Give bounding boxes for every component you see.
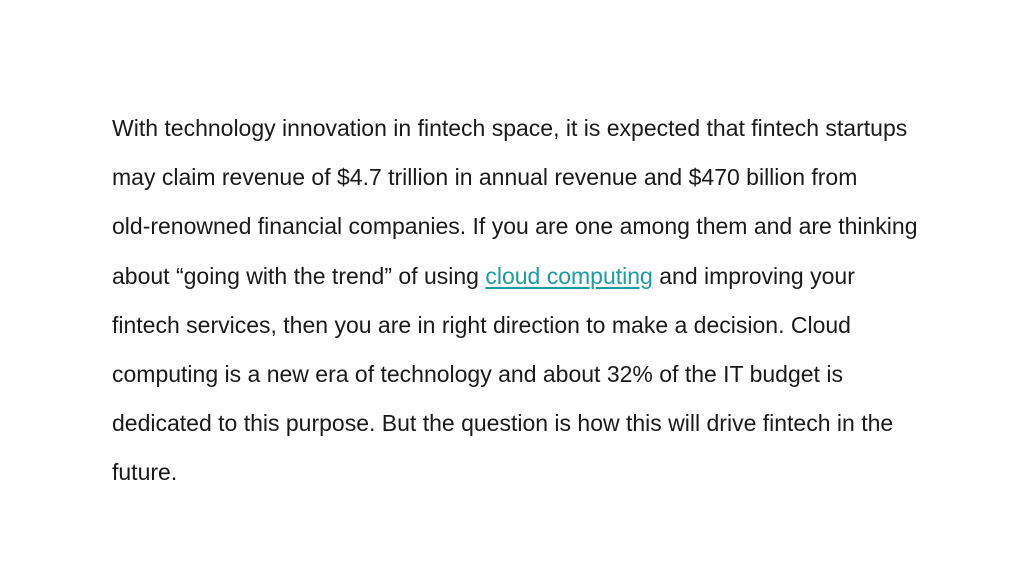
cloud-computing-link[interactable]: cloud computing xyxy=(485,262,653,289)
paragraph-line-6: computing is a new era of technology and… xyxy=(112,361,843,388)
paragraph-line-2: may claim revenue of $4.7 trillion in an… xyxy=(112,164,858,191)
paragraph-line-1: With technology innovation in fintech sp… xyxy=(112,115,908,141)
body-paragraph: With technology innovation in fintech sp… xyxy=(112,104,1012,498)
paragraph-line-3: old-renowned financial companies. If you… xyxy=(112,213,918,240)
paragraph-line-4-start: about “going with the trend” of using xyxy=(112,262,486,289)
paragraph-line-5: fintech services, then you are in right … xyxy=(112,311,851,338)
paragraph-line-7: dedicated to this purpose. But the quest… xyxy=(112,410,894,437)
paragraph-line-4: about “going with the trend” of using cl… xyxy=(112,252,1012,301)
paragraph-line-8: future. xyxy=(112,459,178,486)
paragraph-line-4-end: and improving your xyxy=(652,262,855,289)
